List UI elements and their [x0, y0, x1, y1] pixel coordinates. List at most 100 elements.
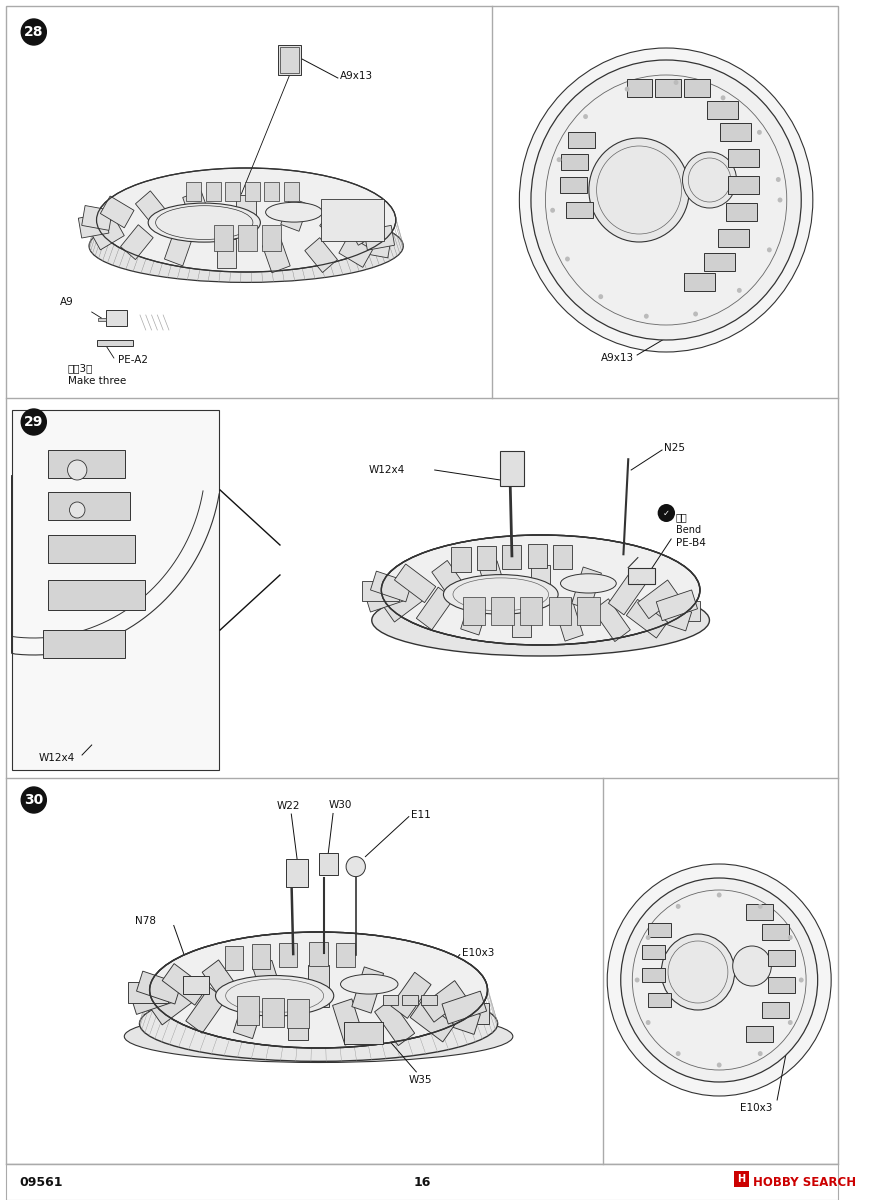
Bar — [320, 204, 352, 239]
Bar — [136, 971, 181, 1004]
Bar — [6, 1164, 838, 1200]
Ellipse shape — [266, 203, 323, 222]
Circle shape — [766, 247, 772, 252]
Bar — [528, 544, 547, 569]
Bar — [565, 202, 593, 218]
Bar — [48, 580, 145, 610]
Text: A9: A9 — [59, 296, 73, 307]
Text: HOBBY SEARCH: HOBBY SEARCH — [753, 1176, 857, 1188]
Ellipse shape — [149, 932, 488, 1048]
Circle shape — [557, 157, 561, 162]
Circle shape — [778, 198, 782, 203]
Bar — [561, 154, 588, 170]
Circle shape — [721, 95, 725, 101]
Text: 28: 28 — [24, 25, 44, 38]
Text: W22: W22 — [277, 802, 301, 811]
Bar — [238, 226, 257, 251]
Circle shape — [683, 152, 737, 208]
Bar — [252, 944, 270, 968]
Bar — [500, 451, 524, 486]
Bar — [628, 568, 656, 583]
Bar — [262, 226, 281, 251]
Bar — [648, 923, 671, 937]
Bar — [332, 998, 364, 1045]
Bar — [531, 565, 550, 604]
Circle shape — [519, 48, 813, 352]
Circle shape — [717, 1062, 722, 1068]
Bar — [394, 564, 436, 602]
Circle shape — [787, 935, 793, 940]
Bar — [462, 598, 485, 625]
Bar — [349, 214, 382, 245]
Bar — [491, 598, 514, 625]
Bar — [436, 1002, 481, 1034]
Ellipse shape — [149, 203, 260, 242]
Bar — [225, 181, 240, 202]
Bar — [44, 630, 126, 658]
Bar — [279, 943, 297, 967]
Bar — [364, 581, 406, 612]
Bar — [264, 181, 279, 202]
Bar — [278, 44, 302, 74]
Bar — [245, 181, 260, 202]
Bar — [184, 976, 209, 994]
Bar — [726, 203, 757, 221]
Bar — [48, 535, 135, 563]
Bar — [164, 232, 192, 266]
Text: A9x13: A9x13 — [600, 353, 634, 362]
Bar — [391, 972, 431, 1019]
Text: E11: E11 — [411, 810, 431, 820]
Ellipse shape — [96, 168, 396, 272]
Bar — [287, 859, 308, 887]
Circle shape — [565, 257, 570, 262]
Circle shape — [589, 138, 690, 242]
Circle shape — [644, 313, 649, 319]
Text: Bend: Bend — [676, 526, 701, 535]
Bar — [421, 995, 437, 1004]
Bar — [383, 583, 425, 622]
Bar — [383, 995, 399, 1004]
Bar — [305, 238, 337, 272]
Circle shape — [583, 114, 588, 119]
Bar — [99, 318, 106, 320]
Bar — [768, 950, 795, 966]
Bar — [262, 997, 284, 1026]
Bar — [451, 547, 470, 572]
Circle shape — [717, 893, 722, 898]
Circle shape — [676, 1051, 681, 1056]
Ellipse shape — [371, 584, 710, 656]
Text: W30: W30 — [329, 800, 351, 810]
Bar — [364, 226, 394, 250]
Bar — [560, 176, 587, 193]
Text: W12x4: W12x4 — [38, 754, 75, 763]
Bar — [442, 991, 487, 1024]
Bar — [130, 982, 175, 1014]
Bar — [637, 580, 679, 619]
Circle shape — [621, 878, 818, 1082]
Bar — [520, 598, 542, 625]
Bar — [280, 47, 299, 73]
Text: 制作3組: 制作3組 — [67, 362, 93, 373]
Circle shape — [346, 857, 365, 877]
Bar — [707, 101, 738, 119]
Ellipse shape — [560, 574, 616, 593]
Circle shape — [787, 1020, 793, 1025]
Bar — [281, 198, 309, 232]
Circle shape — [625, 86, 629, 91]
Ellipse shape — [381, 535, 700, 646]
Bar — [321, 199, 384, 241]
Text: N25: N25 — [664, 443, 685, 452]
Text: A9x13: A9x13 — [340, 71, 373, 80]
Bar — [339, 235, 372, 268]
Bar — [375, 1000, 414, 1045]
Bar — [402, 995, 418, 1004]
Bar — [503, 545, 522, 569]
Bar — [237, 196, 256, 224]
Bar — [479, 560, 509, 604]
Circle shape — [737, 288, 742, 293]
Bar — [361, 233, 392, 258]
Bar — [567, 132, 594, 148]
Circle shape — [635, 978, 640, 983]
Bar — [343, 1022, 383, 1044]
Bar — [202, 960, 242, 1006]
